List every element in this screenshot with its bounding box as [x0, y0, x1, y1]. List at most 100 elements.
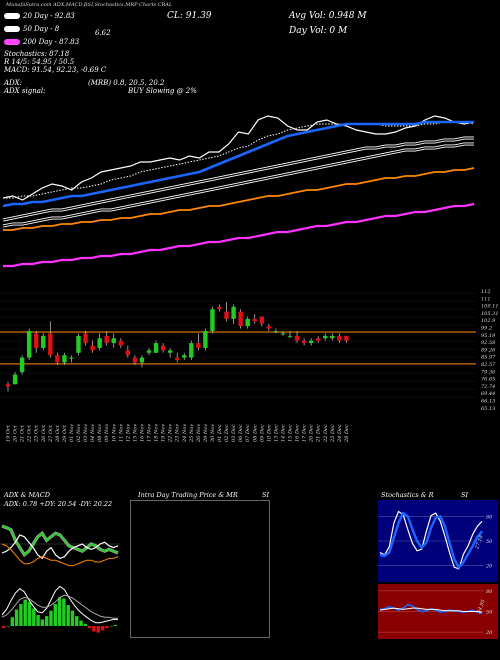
adx-line-adx	[1, 543, 119, 567]
candle-body	[217, 306, 222, 310]
macd-histogram-bar	[23, 599, 27, 626]
macd-histogram-bar	[10, 617, 15, 626]
date-label: 19 Oct	[6, 424, 12, 442]
macd-chart	[1, 585, 118, 633]
candle-body	[26, 331, 32, 358]
candle-body	[5, 384, 11, 387]
date-label: 23 Dec	[330, 424, 336, 443]
candle-body	[266, 326, 272, 329]
candle-body	[97, 338, 102, 348]
date-label: 22 Nov	[168, 424, 174, 443]
date-label: 01 Dec	[217, 424, 223, 442]
date-label: 02 Dec	[224, 424, 230, 442]
ma-line-4-inner	[2, 143, 474, 227]
rsi-line-1	[379, 607, 483, 613]
macd-histogram-bar	[6, 626, 10, 627]
date-label: 09 Nov	[104, 424, 110, 442]
adx-panel-stats: ADX: 0.78 +DY: 20.54 -DY: 20.22	[4, 500, 113, 508]
date-label: 07 Dec	[245, 424, 251, 442]
date-label: 28 Oct	[55, 424, 61, 443]
date-label: 27 Oct	[48, 424, 54, 443]
rsi-tick-label: 50	[486, 610, 493, 616]
price-tick-label: 89.26	[481, 347, 496, 353]
candle-body	[104, 335, 109, 344]
stochastics-chart: 80 50 20 27.18	[378, 500, 498, 582]
candle-body	[238, 311, 243, 327]
date-label: 17 Nov	[147, 424, 153, 442]
intraday-panel	[130, 500, 270, 638]
price-tick-label: 76.65	[481, 377, 495, 383]
value-6-62: 6.62	[95, 29, 111, 37]
candle-body	[146, 350, 152, 353]
candle-body	[48, 333, 53, 356]
candle-body	[259, 316, 264, 324]
macd-histogram-bar	[79, 620, 83, 626]
date-label: 22 Oct	[27, 424, 33, 443]
candle-body	[344, 335, 349, 341]
legend-swatch-200	[4, 39, 20, 45]
date-label: 26 Nov	[196, 424, 202, 443]
candle-body	[175, 357, 180, 361]
rsi-tick-label: 80	[486, 589, 493, 595]
date-label: 18 Nov	[154, 424, 160, 442]
macd-histogram-bar	[44, 616, 49, 626]
stochastics-text: Stochastics: 87.18	[4, 50, 70, 58]
candle-body	[308, 340, 314, 344]
date-label: 15 Nov	[132, 424, 138, 442]
stoch-panel-tag: SI	[461, 491, 469, 499]
candle-body	[203, 331, 208, 348]
ma-line-200-day	[3, 202, 475, 268]
macd-histogram-bar	[19, 604, 23, 626]
candle-body	[182, 355, 187, 358]
date-label: 16 Dec	[295, 424, 301, 442]
candle-body	[323, 335, 328, 339]
adx-chart	[0, 524, 120, 567]
candle-body	[111, 338, 116, 344]
macd-histogram-bar	[113, 624, 118, 626]
macd-histogram-bar	[40, 619, 45, 626]
macd-line-macd	[1, 585, 118, 624]
price-tick-label: 85.97	[481, 355, 496, 361]
price-tick-label: 66.13	[481, 399, 495, 405]
stoch-value-label: 27.18	[474, 534, 485, 550]
legend-20-label: 20 Day - 92.83	[23, 12, 75, 20]
date-label: 03 Nov	[83, 424, 89, 442]
legend-20-day: 20 Day - 92.83	[4, 12, 75, 20]
candle-body	[273, 331, 279, 332]
date-label: 29 Nov	[203, 424, 209, 443]
date-label: 19 Nov	[161, 424, 167, 442]
header-top-text: MunafaSutra.com ADX,MACD,RSI,Stochastics…	[6, 2, 173, 8]
moving-average-chart	[2, 115, 475, 268]
candle-body	[55, 355, 60, 363]
rsi-text: R 14/5: 54.95 / 50.5	[4, 58, 75, 66]
date-label: 24 Dec	[337, 424, 343, 443]
macd-histogram-bar	[87, 626, 92, 629]
candle-body	[34, 333, 39, 348]
candle-body	[118, 340, 123, 346]
intraday-panel-title: Intra Day Trading Price & MR	[138, 491, 238, 499]
intraday-panel-tag: SI	[262, 491, 270, 499]
adx-line-dy	[1, 525, 119, 557]
rsi-chart: 80 50 20 54.95	[378, 584, 498, 639]
stoch-tick-label: 50	[486, 539, 493, 545]
legend-swatch-50	[4, 26, 20, 32]
candle-body	[196, 343, 201, 348]
candle-body	[224, 311, 229, 319]
candle-body	[337, 335, 342, 341]
stoch-line-1	[379, 511, 483, 570]
adx-signal-text: ADX signal:	[4, 87, 46, 95]
candle-body	[41, 335, 46, 348]
macd-histogram-bar	[14, 609, 19, 626]
price-tick-label: 105.31	[481, 311, 499, 317]
candle-body	[62, 355, 67, 363]
candle-body	[132, 357, 138, 363]
candle-body	[153, 343, 159, 353]
date-label: 29 Oct	[62, 424, 68, 443]
macd-histogram-bar	[27, 601, 32, 626]
macd-histogram-bar	[62, 598, 66, 626]
price-tick-label: 112	[481, 289, 491, 295]
candle-body	[252, 318, 257, 322]
macd-text: MACD: 91.54, 92.23, -0.69 C	[4, 66, 107, 74]
macd-histogram-bar	[100, 626, 105, 631]
price-tick-label: 102.9	[481, 318, 496, 324]
